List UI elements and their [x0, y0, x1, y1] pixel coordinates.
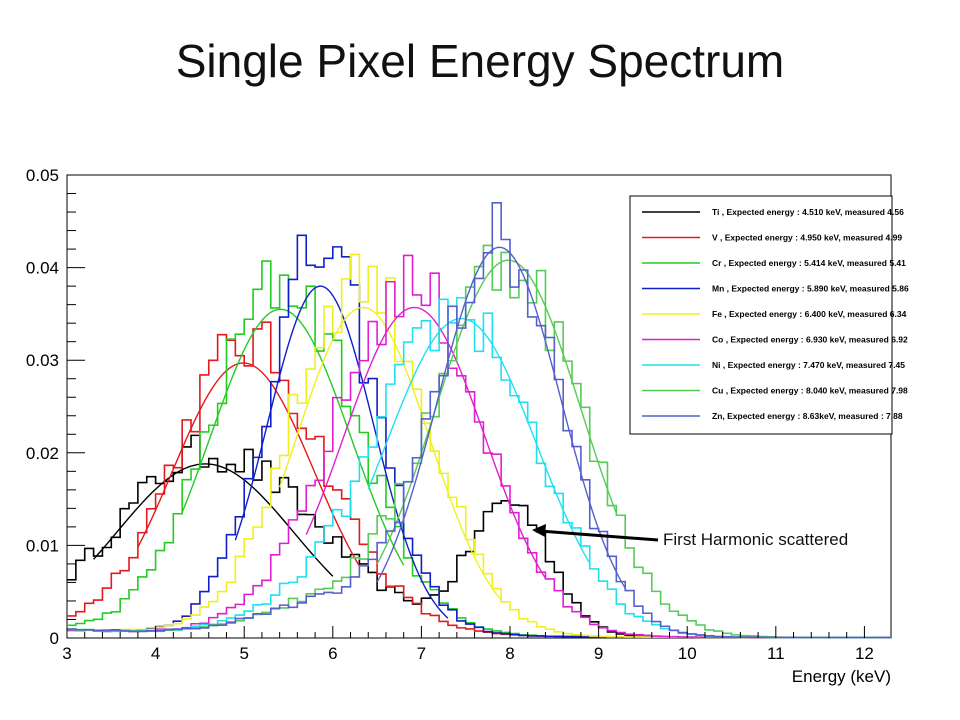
legend-box	[629, 195, 893, 435]
slide-title: Single Pixel Energy Spectrum	[175, 35, 785, 87]
series-histogram	[67, 202, 891, 639]
y-tick-label: 0.04	[26, 259, 59, 278]
x-tick-label: 10	[678, 644, 697, 663]
legend-label: Zn, Expected energy : 8.63keV, measured …	[712, 411, 903, 421]
series-fit-curve	[234, 285, 449, 619]
legend-entries: Ti , Expected energy : 4.510 keV, measur…	[642, 207, 909, 421]
x-tick-label: 3	[62, 644, 71, 663]
series-fit-curve	[376, 246, 626, 589]
series-fit-curve	[305, 306, 547, 579]
x-tick-label: 11	[767, 644, 785, 663]
annotation-arrow-line	[539, 529, 659, 542]
y-tick-label: 0.05	[26, 166, 59, 185]
series-group	[67, 202, 891, 639]
y-axis: 0 0.01 0.02 0.03 0.04 0.05	[26, 166, 85, 648]
x-tick-label: 12	[855, 644, 874, 663]
y-tick-label: 0.02	[26, 444, 59, 463]
legend-label: Fe , Expected energy : 6.400 keV, measur…	[712, 309, 907, 319]
annotation-arrowhead	[532, 524, 546, 537]
legend-label: Mn , Expected energy : 5.890 keV, measur…	[712, 284, 909, 294]
legend-label: Cu , Expected energy : 8.040 keV, measur…	[712, 386, 908, 396]
x-tick-label: 8	[505, 644, 514, 663]
x-axis-label: Energy (keV)	[792, 667, 891, 686]
series-fit-curve	[376, 259, 617, 565]
legend-label: Ti , Expected energy : 4.510 keV, measur…	[712, 207, 904, 217]
annotation-text: First Harmonic scattered	[663, 530, 848, 549]
legend: Ti , Expected energy : 4.510 keV, measur…	[629, 195, 909, 435]
x-axis: 3 4 5 6 7 8 9 10 11 12	[62, 626, 874, 663]
series-fit-curve	[137, 362, 360, 567]
series-fit-curve	[367, 317, 591, 564]
legend-label: Co , Expected energy : 6.930 keV, measur…	[712, 335, 908, 345]
y-tick-label: 0.01	[26, 536, 59, 555]
series-fit-curve	[278, 306, 502, 601]
x-tick-label: 7	[417, 644, 426, 663]
legend-label: Ni , Expected energy : 7.470 keV, measur…	[712, 360, 905, 370]
x-tick-label: 6	[328, 644, 337, 663]
legend-label: V , Expected energy : 4.950 keV, measure…	[712, 233, 902, 243]
series-fit-curve	[181, 308, 405, 566]
annotation: First Harmonic scattered	[532, 524, 848, 549]
series-curves	[67, 202, 891, 639]
x-tick-label: 5	[239, 644, 248, 663]
x-tick-label: 4	[151, 644, 160, 663]
y-tick-label: 0.03	[26, 351, 59, 370]
y-tick-label: 0	[50, 629, 59, 648]
series-fit-curve	[93, 463, 334, 577]
x-tick-label: 9	[594, 644, 603, 663]
legend-label: Cr , Expected energy : 5.414 keV, measur…	[712, 258, 906, 268]
